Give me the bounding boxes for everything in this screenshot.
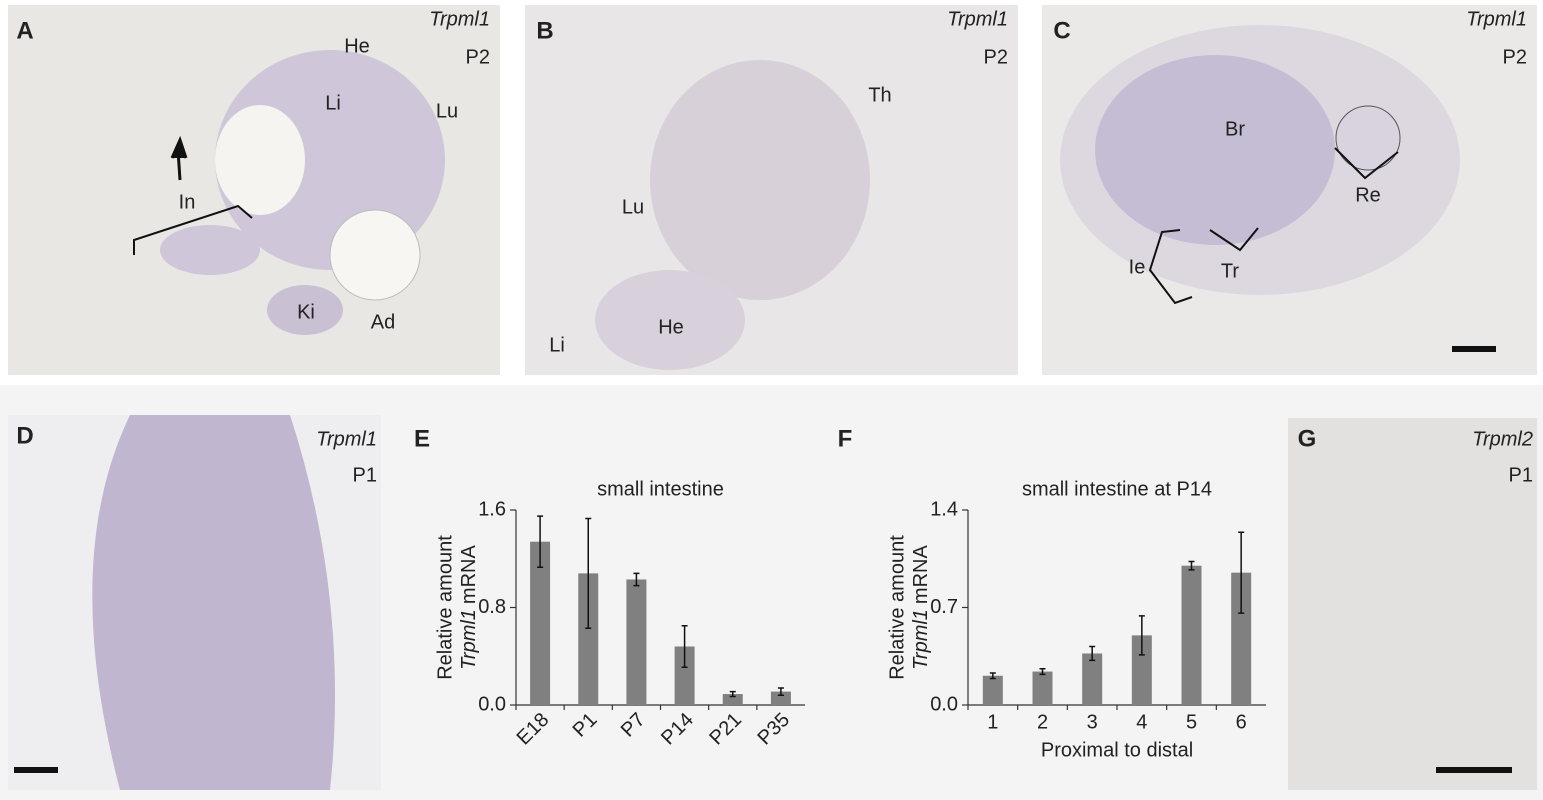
bar [1231,572,1252,705]
bar [626,579,647,705]
panel-letter: G [1298,425,1317,452]
tissue-label: Th [868,84,891,106]
x-tick-label: 4 [1136,711,1147,733]
y-tick-label: 1.4 [930,498,958,520]
error-bar [585,517,592,629]
error-bar [1039,668,1046,676]
bracket [1148,229,1193,305]
gene-label: Trpml1 [429,8,490,30]
stage-label: P2 [1503,46,1527,68]
y-axis-label: Relative amount Trpml1 mRNA [886,535,932,680]
tissue [92,415,335,790]
panel-letter: C [1053,17,1070,44]
y-tick-label: 0.0 [930,693,958,715]
tissue-label: Lu [436,100,458,122]
gene-label: Trpml1 [947,8,1008,30]
y-label-line: Relative amount [434,535,456,680]
tissue-label: He [344,35,370,57]
panel-letter: F [838,425,853,452]
y-tick-label: 0.8 [478,596,506,618]
bracket [133,204,253,255]
tissue-label: Li [549,334,565,356]
tissue-label: Re [1355,184,1381,206]
y-tick-label: 0.0 [478,693,506,715]
x-tick-label: 6 [1236,711,1247,733]
y-label-unit: mRNA [910,545,932,605]
bar [1131,635,1152,705]
scale-bar [1452,346,1496,352]
y-label-gene: Trpml1 [458,609,480,670]
y-label-line: Relative amount [886,535,908,680]
panel-letter: E [414,425,430,452]
panel-letter: A [16,17,33,44]
tissue [1095,55,1335,245]
error-bar [989,672,996,680]
x-tick-label: 2 [1037,711,1048,733]
tissue [160,225,260,275]
error-bar [1089,645,1096,662]
y-label-unit: mRNA [458,545,480,605]
bar [1181,565,1202,705]
y-label-line: Trpml1 mRNA [910,545,932,670]
bar [530,541,551,705]
x-axis-label: Proximal to distal [1041,739,1193,761]
tissue-label: Br [1225,118,1245,140]
error-bar [681,625,688,668]
scale-bar [14,767,58,773]
bar [770,691,791,705]
eye [1335,105,1401,171]
micrograph-g [1288,418,1537,790]
tissue-label: Tr [1221,260,1239,282]
error-bar [1238,531,1245,614]
gene-label: Trpml2 [1472,428,1533,450]
tissue [215,105,305,215]
y-tick-label: 1.6 [478,498,506,520]
tissue-label: He [658,316,684,338]
stage-label: P2 [984,46,1008,68]
bar [982,675,1003,705]
bar [674,646,695,705]
error-bar [633,572,640,587]
y-axis-label: Relative amount Trpml1 mRNA [434,535,480,680]
error-bar [777,687,784,696]
y-label-gene: Trpml1 [910,609,932,670]
scale-bar [1436,767,1512,773]
error-bar [1188,560,1195,571]
arrow [170,135,188,181]
x-tick-label: 1 [987,711,998,733]
bracket [1209,227,1259,252]
tissue-label: In [179,191,196,213]
error-bar [537,515,544,569]
stage-label: P2 [466,46,490,68]
tissue [595,270,745,370]
gene-label: Trpml1 [316,428,377,450]
tissue-label: Ad [371,311,395,333]
tissue-label: Li [325,92,341,114]
bar [1082,653,1103,705]
stage-label: P1 [353,464,377,486]
error-bar [729,690,736,698]
bar [1032,671,1053,705]
bar [722,694,743,705]
y-tick-label: 0.7 [930,596,958,618]
stage-label: P1 [1509,464,1533,486]
tissue [329,209,421,301]
x-tick-label: 5 [1186,711,1197,733]
panel-letter: B [536,17,553,44]
tissue [267,285,343,335]
x-tick-label: 3 [1087,711,1098,733]
tissue-label: Lu [622,196,644,218]
bracket [1334,147,1399,180]
tissue [650,60,870,300]
panel-letter: D [16,422,33,449]
y-label-line: Trpml1 mRNA [458,545,480,670]
tissue-label: Ki [297,301,315,323]
chart-title: small intestine at P14 [1022,478,1212,500]
gene-label: Trpml1 [1466,8,1527,30]
bar [578,573,599,705]
error-bar [1138,615,1145,656]
chart-title: small intestine [597,478,724,500]
tissue-label: Ie [1129,256,1146,278]
